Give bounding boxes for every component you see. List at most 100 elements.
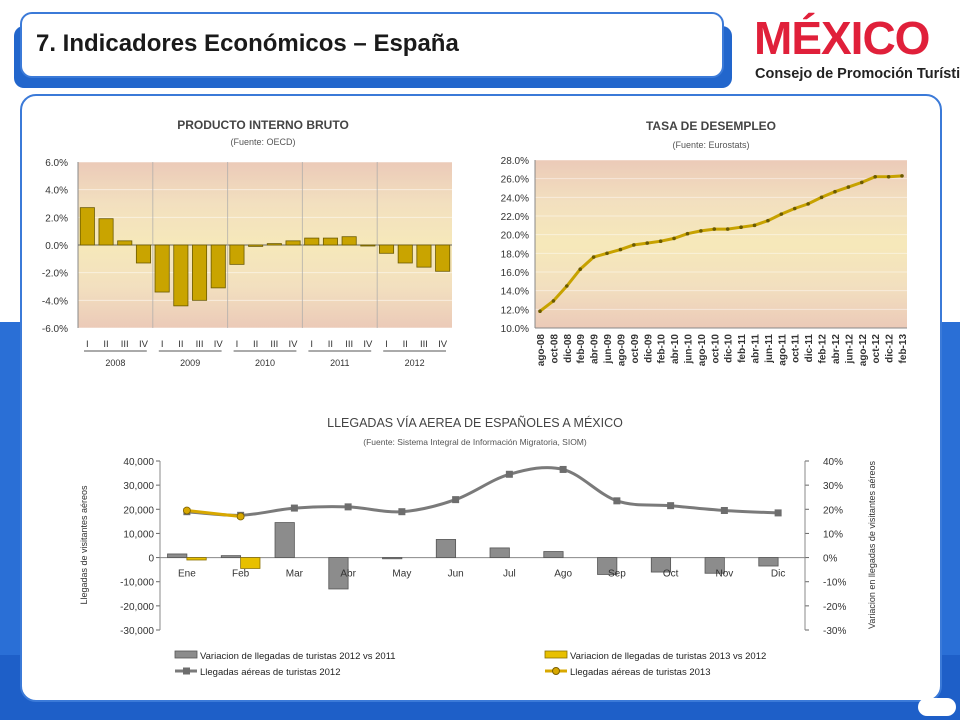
arrivals-y-tick-label: 30,000 bbox=[123, 481, 154, 492]
unemployment-x-tick-label: ago-09 bbox=[616, 334, 627, 367]
unemployment-x-tick-label: jun-09 bbox=[603, 334, 614, 365]
arrivals-y-tick-label: 0 bbox=[148, 554, 154, 565]
gdp-quarter-label: IV bbox=[214, 339, 224, 350]
arrivals-bar-2012 bbox=[650, 557, 672, 573]
unemployment-point bbox=[792, 206, 797, 211]
arrivals-y-tick-label: -20,000 bbox=[120, 602, 154, 613]
gdp-year-label: 2010 bbox=[255, 358, 275, 368]
arrivals-y-tick-label: -10,000 bbox=[120, 578, 154, 589]
gdp-y-tick-label: 2.0% bbox=[45, 213, 68, 224]
unemployment-y-tick-label: 24.0% bbox=[501, 193, 529, 204]
arrivals-point-2012 bbox=[344, 503, 352, 511]
unemployment-point bbox=[658, 239, 663, 243]
gdp-quarter-label: IV bbox=[289, 339, 299, 350]
unemployment-y-tick-label: 16.0% bbox=[501, 268, 529, 279]
gdp-year-label: 2011 bbox=[330, 358, 349, 368]
arrivals-points-2013 bbox=[182, 506, 245, 521]
arrivals-x-tick-label: Mar bbox=[286, 569, 304, 580]
gdp-bar bbox=[266, 243, 282, 246]
gdp-bar bbox=[154, 244, 170, 293]
unemployment-point bbox=[605, 251, 609, 256]
arrivals-x-tick-label: Ago bbox=[554, 569, 572, 580]
arrivals-y2-tick-label: -20% bbox=[823, 602, 846, 613]
unemployment-point bbox=[752, 223, 757, 228]
gdp-quarter-label: IV bbox=[438, 339, 448, 350]
arrivals-line-2012 bbox=[186, 466, 779, 517]
arrivals-bar-2012 bbox=[597, 557, 618, 575]
arrivals-y2-tick-label: -10% bbox=[823, 578, 846, 589]
arrivals-bar-2012 bbox=[543, 551, 564, 558]
unemployment-x-tick-label: feb-09 bbox=[576, 334, 587, 364]
gdp-quarter-label: I bbox=[86, 339, 89, 350]
unemployment-x-tick-label: jun-10 bbox=[683, 334, 694, 365]
gdp-bar bbox=[416, 244, 432, 268]
arrivals-title: LLEGADAS VÍA AEREA DE ESPAÑOLES A MÉXICO bbox=[327, 415, 623, 430]
gdp-quarter-label: I bbox=[236, 339, 239, 350]
arrivals-x-tick-label: Abr bbox=[340, 569, 356, 580]
title-box: 7. Indicadores Económicos – España bbox=[20, 12, 724, 78]
gdp-quarter-label: III bbox=[121, 339, 129, 350]
unemployment-point bbox=[873, 175, 877, 179]
logo-subtitle: Consejo de Promoción Turística bbox=[755, 66, 960, 82]
gdp-bar bbox=[98, 218, 114, 246]
page-indicator bbox=[918, 698, 956, 716]
gdp-x-ticks: I II III IV I II III IV I II III IV I II III IV I II III IV… bbox=[84, 339, 448, 368]
unemployment-point bbox=[779, 212, 784, 216]
gdp-y-tick-label: 6.0% bbox=[45, 158, 68, 169]
arrivals-y-label: Llegadas de visitantes aéreos bbox=[79, 485, 89, 605]
gdp-quarter-label: III bbox=[420, 339, 428, 350]
gdp-bar bbox=[341, 236, 357, 246]
unemployment-x-tick-label: feb-12 bbox=[818, 334, 829, 364]
arrivals-point-2012 bbox=[774, 509, 782, 517]
arrivals-bar-2012 bbox=[328, 557, 349, 590]
arrivals-bar-2012 bbox=[382, 557, 403, 560]
gdp-quarter-label: IV bbox=[363, 339, 373, 350]
unemployment-x-tick-label: abr-11 bbox=[751, 334, 762, 364]
unemployment-x-tick-label: ago-11 bbox=[777, 334, 788, 366]
unemployment-x-tick-label: dic-10 bbox=[724, 334, 735, 363]
unemployment-y-tick-label: 22.0% bbox=[501, 212, 529, 223]
unemployment-x-tick-label: ago-10 bbox=[697, 334, 708, 367]
gdp-bar bbox=[360, 244, 376, 247]
gdp-bars bbox=[79, 207, 451, 307]
unemployment-subtitle: (Fuente: Eurostats) bbox=[672, 140, 749, 150]
arrivals-bar-2012 bbox=[758, 557, 779, 567]
gdp-bar bbox=[304, 237, 320, 246]
arrivals-bar-2012 bbox=[489, 547, 510, 558]
unemployment-x-tick-label: abr-10 bbox=[670, 334, 681, 364]
gdp-quarter-label: III bbox=[196, 339, 204, 350]
arrivals-x-tick-label: May bbox=[392, 569, 411, 580]
arrivals-bar-2012 bbox=[167, 553, 188, 558]
legend-marker bbox=[552, 667, 560, 675]
arrivals-y-tick-label: 10,000 bbox=[123, 529, 154, 540]
gdp-subtitle: (Fuente: OECD) bbox=[230, 137, 295, 147]
gdp-bar bbox=[229, 244, 245, 265]
unemployment-x-tick-label: dic-08 bbox=[563, 334, 574, 363]
gdp-quarter-label: II bbox=[103, 339, 108, 350]
unemployment-y-tick-label: 14.0% bbox=[501, 287, 529, 298]
unemployment-point bbox=[645, 241, 650, 245]
arrivals-bar-2012 bbox=[704, 557, 725, 574]
gdp-quarter-label: II bbox=[403, 339, 408, 350]
unemployment-y-tick-label: 18.0% bbox=[501, 249, 529, 260]
arrivals-y2-tick-label: 40% bbox=[823, 457, 843, 468]
gdp-year-label: 2012 bbox=[405, 358, 425, 368]
legend-label: Llegadas aéreas de turistas 2013 bbox=[570, 667, 711, 678]
unemployment-point bbox=[819, 195, 824, 200]
arrivals-x-tick-label: Feb bbox=[232, 569, 250, 580]
legend-swatch bbox=[174, 650, 198, 659]
gdp-bar bbox=[173, 244, 189, 307]
unemployment-point bbox=[739, 225, 743, 229]
arrivals-y2-tick-label: -30% bbox=[823, 626, 846, 637]
legend-label: Variacion de llegadas de turistas 2013 v… bbox=[570, 651, 766, 662]
unemployment-x-tick-label: dic-09 bbox=[643, 334, 654, 363]
gdp-quarter-label: I bbox=[385, 339, 388, 350]
arrivals-x-tick-label: Sep bbox=[608, 569, 626, 580]
gdp-bar bbox=[435, 244, 451, 272]
arrivals-point-2012 bbox=[667, 502, 675, 510]
arrivals-y2-ticks: 40% 30% 20% 10% 0% -10% -20% -30% bbox=[823, 457, 846, 637]
arrivals-y-tick-label: -30,000 bbox=[120, 626, 154, 637]
unemployment-x-tick-label: ago-12 bbox=[858, 334, 869, 367]
unemployment-point bbox=[591, 255, 596, 259]
